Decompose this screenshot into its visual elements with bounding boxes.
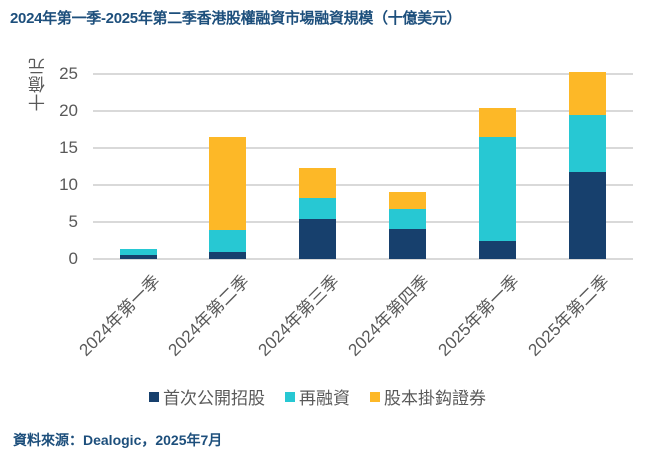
legend-label-convertible: 股本掛鈎證券 (384, 389, 486, 408)
gridline (93, 72, 633, 75)
legend-label-follow-on: 再融資 (299, 389, 350, 408)
legend-item-ipo: 首次公開招股 (149, 384, 265, 409)
bar-segment (299, 218, 336, 259)
x-tick-label: 2025年第二季 (524, 271, 613, 360)
y-tick-label: 10 (59, 174, 78, 194)
bar-segment (389, 208, 426, 230)
bar-segment (120, 248, 157, 250)
bar-segment (209, 230, 246, 252)
bar-segment (389, 229, 426, 259)
bar-stack (209, 136, 246, 259)
chart-title: 2024年第一季-2025年第二季香港股權融資市場融資規模（十億美元） (10, 10, 462, 27)
x-tick-label: 2024年第四季 (344, 271, 433, 360)
bar-segment (479, 241, 516, 259)
bar-segment (299, 167, 336, 199)
y-axis-label: 十億元 (29, 57, 48, 111)
bar-segment (120, 249, 157, 256)
bar-segment (120, 255, 157, 259)
bar-segment (569, 172, 606, 259)
bar-stack (389, 192, 426, 259)
bar-segment (479, 136, 516, 242)
bar-segment (569, 72, 606, 116)
legend-item-convertible: 股本掛鈎證券 (370, 384, 486, 409)
legend-swatch-follow-on (285, 391, 295, 402)
legend: 首次公開招股 再融資 股本掛鈎證券 (149, 384, 486, 409)
legend-item-follow-on: 再融資 (285, 384, 350, 409)
gridline (93, 146, 633, 149)
x-tick-label: 2024年第三季 (254, 271, 343, 360)
legend-label-ipo: 首次公開招股 (163, 389, 265, 408)
gridline (93, 109, 633, 112)
bar-stack (299, 167, 336, 259)
x-tick-label: 2024年第一季 (75, 271, 164, 360)
bar-segment (209, 251, 246, 259)
bar-stack (120, 248, 157, 259)
bar-segment (209, 136, 246, 231)
bar-stack (569, 72, 606, 259)
gridline (93, 183, 633, 186)
bar-stack (479, 108, 516, 259)
legend-swatch-ipo (149, 391, 159, 402)
y-tick-label: 25 (59, 63, 78, 83)
source-note: 資料來源：Dealogic，2025年7月 (13, 432, 223, 448)
gridline (93, 258, 633, 260)
bar-segment (389, 192, 426, 209)
y-tick-label: 20 (59, 100, 78, 120)
x-tick-label: 2024年第二季 (164, 271, 253, 360)
bar-segment (299, 198, 336, 219)
y-tick-label: 0 (68, 249, 78, 268)
y-tick-label: 15 (59, 137, 78, 157)
gridline (93, 220, 633, 223)
x-tick-label: 2025年第一季 (434, 271, 523, 360)
bar-segment (569, 115, 606, 173)
y-tick-label: 5 (68, 211, 78, 231)
bar-segment (479, 108, 516, 137)
legend-swatch-convertible (370, 391, 380, 402)
